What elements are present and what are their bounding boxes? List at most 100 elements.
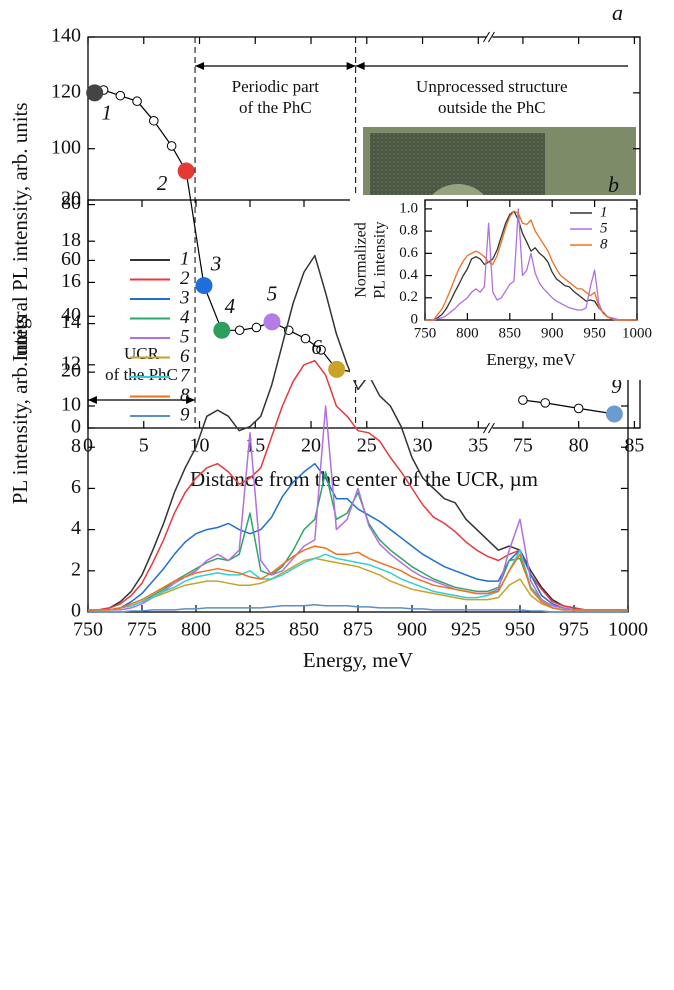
point-label: 5 [267, 282, 278, 306]
arrow-head [186, 396, 196, 404]
point-label: 1 [101, 101, 112, 125]
y-tick-label: 60 [61, 248, 81, 270]
data-line [88, 359, 628, 611]
panel-label: b [608, 172, 619, 197]
point [148, 115, 159, 126]
y-tick-label: 0 [71, 416, 81, 438]
x-tick-label: 30 [413, 435, 433, 457]
data-line [88, 462, 628, 611]
labeled-point [263, 313, 281, 331]
region-label: Periodic part [232, 77, 320, 96]
labeled-point [605, 405, 623, 423]
region-label: outside the PhC [438, 98, 546, 117]
y-tick-label: 16 [61, 270, 81, 292]
x-axis-label: Energy, meV [303, 648, 413, 672]
x-tick-label: 35 [468, 435, 488, 457]
y-tick-label: 0.4 [399, 267, 418, 283]
axis-break [486, 29, 493, 45]
x-tick-label: 20 [301, 435, 321, 457]
y-tick-label: 120 [51, 80, 81, 102]
data-line [88, 545, 628, 611]
data-line [88, 405, 628, 611]
legend-label: 5 [180, 326, 190, 347]
x-tick-label: 25 [357, 435, 377, 457]
y-tick-label: 8 [71, 435, 81, 457]
legend-label: 1 [600, 204, 608, 220]
point [518, 395, 528, 405]
data-line [88, 254, 628, 611]
legend-label: 8 [600, 236, 608, 252]
y-tick-label: 6 [71, 476, 81, 498]
x-axis-label: Distance from the center of the UCR, µm [190, 467, 538, 491]
y-tick-label: 4 [71, 517, 81, 539]
legend-label: 2 [180, 268, 190, 289]
labeled-point [177, 162, 195, 180]
axis-break [486, 420, 493, 436]
y-tick-label: 1.0 [399, 200, 418, 216]
y-tick-label: 0.2 [399, 289, 418, 305]
point [115, 90, 126, 101]
axis-break [483, 422, 495, 434]
y-tick-label: 2 [71, 558, 81, 580]
region-label: of the PhC [239, 98, 312, 117]
region-label: UCR [124, 344, 160, 363]
point [234, 325, 245, 336]
x-tick-label: 1000 [608, 619, 648, 641]
labeled-point [328, 360, 346, 378]
y-axis-label: Normalized [353, 222, 370, 298]
point [573, 403, 584, 414]
labeled-point [213, 321, 231, 339]
x-tick-label: 900 [397, 619, 427, 641]
y-tick-label: 0.6 [399, 245, 418, 261]
y-tick-label: 14 [61, 311, 81, 333]
x-tick-label: 825 [235, 619, 265, 641]
x-tick-label: 875 [343, 619, 373, 641]
y-tick-label: 140 [51, 25, 81, 47]
y-tick-label: 0.8 [399, 223, 418, 239]
x-tick-label: 850 [289, 619, 319, 641]
x-tick-label: 900 [541, 326, 564, 342]
y-tick-label: 40 [61, 304, 81, 326]
inset-bg [350, 195, 650, 380]
x-tick-label: 950 [583, 326, 606, 342]
point [316, 345, 326, 355]
x-tick-label: 1000 [622, 326, 652, 342]
x-tick-label: 975 [559, 619, 589, 641]
panel-label: a [612, 0, 623, 25]
x-tick-label: 800 [181, 619, 211, 641]
data-line [88, 604, 628, 613]
labeled-point [86, 84, 104, 102]
x-tick-label: 925 [451, 619, 481, 641]
y-tick-label: 20 [61, 360, 81, 382]
data-line [88, 549, 628, 611]
plot-frame [424, 199, 638, 321]
arrow-head [195, 62, 205, 70]
y-tick-label: 18 [61, 229, 81, 251]
x-tick-label: 5 [139, 435, 149, 457]
labeled-point [195, 277, 213, 295]
x-tick-label: 800 [456, 326, 479, 342]
point [251, 322, 262, 333]
x-tick-label: 85 [624, 435, 644, 457]
y-tick-label: 10 [61, 394, 81, 416]
y-axis-label: Integral PL intensity, arb. units [8, 102, 32, 361]
arrow-head [88, 396, 97, 404]
region-label: Unprocessed structure [416, 77, 568, 96]
legend-label: 6 [180, 346, 190, 367]
x-tick-label: 850 [499, 326, 522, 342]
y-tick-label: 20 [61, 188, 81, 210]
y-axis-label: PL intensity [372, 221, 389, 298]
y-tick-label: 80 [61, 192, 81, 214]
data-line [88, 557, 628, 611]
point-label: 3 [210, 251, 222, 275]
point [166, 141, 177, 151]
x-axis-label: Energy, meV [486, 350, 576, 369]
x-tick-label: 750 [414, 326, 437, 342]
point-label: 6 [311, 335, 322, 359]
point [132, 96, 142, 107]
point-label: 2 [157, 171, 168, 195]
legend-label: 3 [179, 287, 190, 308]
data-line [425, 210, 637, 321]
point [540, 398, 551, 408]
